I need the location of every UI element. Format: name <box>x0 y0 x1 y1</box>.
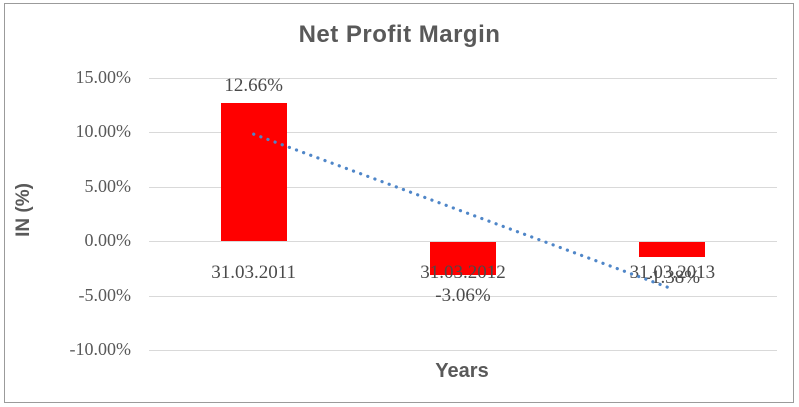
data-label: -1.38% <box>644 267 701 289</box>
category-label: 31.03.2012 <box>420 262 506 283</box>
y-tick-label: 0.00% <box>84 230 132 250</box>
chart-title: Net Profit Margin <box>298 21 501 48</box>
x-axis-title: Years <box>435 360 489 382</box>
y-tick-label: -10.00% <box>69 339 132 359</box>
category-label: 31.03.2011 <box>211 262 297 283</box>
data-label: -3.06% <box>435 285 491 307</box>
bar-31.03.2011 <box>220 103 287 241</box>
gridline <box>149 78 777 79</box>
y-tick-label: -5.00% <box>78 284 132 305</box>
gridline <box>149 296 777 297</box>
y-tick-label: 5.00% <box>84 175 132 196</box>
y-tick-label: 15.00% <box>75 66 132 87</box>
data-label: 12.66% <box>224 75 283 96</box>
bar-31.03.2013 <box>639 242 706 258</box>
gridline <box>149 132 777 133</box>
y-tick-label: 10.00% <box>75 121 132 141</box>
gridline <box>149 350 777 351</box>
